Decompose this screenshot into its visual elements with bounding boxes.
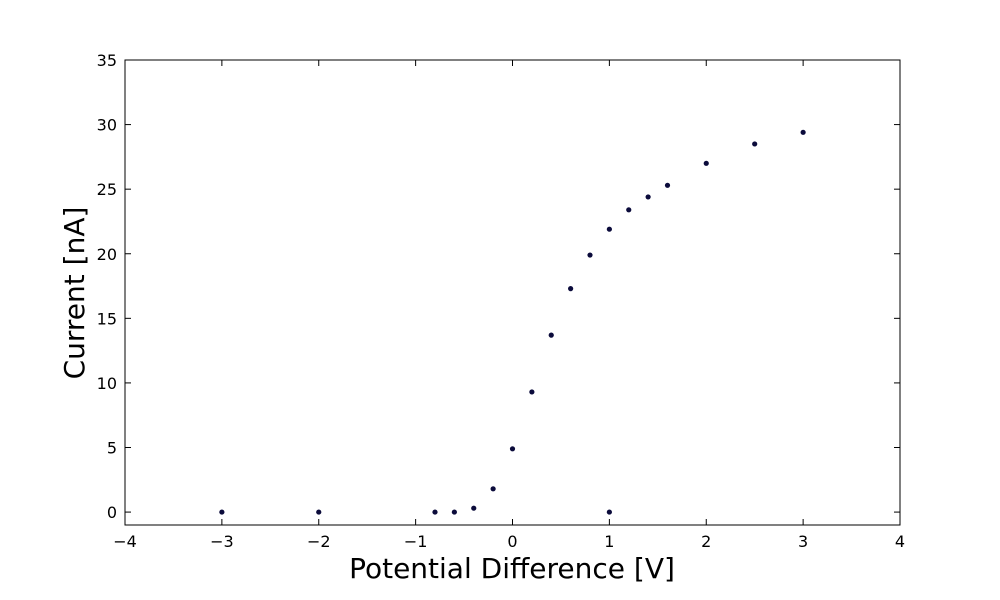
x-tick-label: −2 <box>307 532 331 551</box>
y-tick-label: 0 <box>107 503 117 522</box>
data-point <box>752 141 758 147</box>
data-point <box>219 509 225 515</box>
data-point <box>316 509 322 515</box>
x-tick-label: −4 <box>113 532 137 551</box>
data-point <box>509 446 516 452</box>
y-tick-label: 10 <box>97 374 117 393</box>
y-tick-label: 15 <box>97 309 117 328</box>
data-point <box>432 509 438 515</box>
x-axis-label: Potential Difference [V] <box>349 552 675 585</box>
data-point <box>800 129 806 135</box>
data-point <box>471 505 477 511</box>
data-point <box>606 226 612 232</box>
data-point <box>529 389 535 395</box>
x-tick-label: −3 <box>210 532 234 551</box>
x-tick-label: 4 <box>895 532 905 551</box>
x-tick-label: 3 <box>798 532 808 551</box>
y-tick-label: 5 <box>107 439 117 458</box>
y-tick-label: 35 <box>97 51 117 70</box>
y-tick-label: 20 <box>97 245 117 264</box>
x-tick-label: −1 <box>404 532 428 551</box>
data-point <box>490 486 496 492</box>
data-point <box>626 207 632 213</box>
x-axis-ticks: −4 −3 −2 −1 0 1 2 3 4 <box>113 60 905 551</box>
data-point <box>568 286 574 292</box>
data-point <box>548 332 554 338</box>
y-axis-label: Current [nA] <box>58 207 91 380</box>
x-tick-label: 0 <box>507 532 517 551</box>
data-point <box>606 509 612 515</box>
x-tick-label: 2 <box>701 532 711 551</box>
y-tick-label: 25 <box>97 180 117 199</box>
plot-frame <box>124 59 901 526</box>
data-point <box>645 194 651 200</box>
data-point <box>587 252 593 258</box>
data-point <box>703 160 709 166</box>
y-tick-label: 30 <box>97 116 117 135</box>
data-point <box>664 182 671 188</box>
y-axis-ticks: 0 5 10 15 20 25 30 35 <box>97 51 900 522</box>
x-tick-label: 1 <box>604 532 614 551</box>
data-point <box>451 509 457 515</box>
data-points <box>219 129 806 515</box>
